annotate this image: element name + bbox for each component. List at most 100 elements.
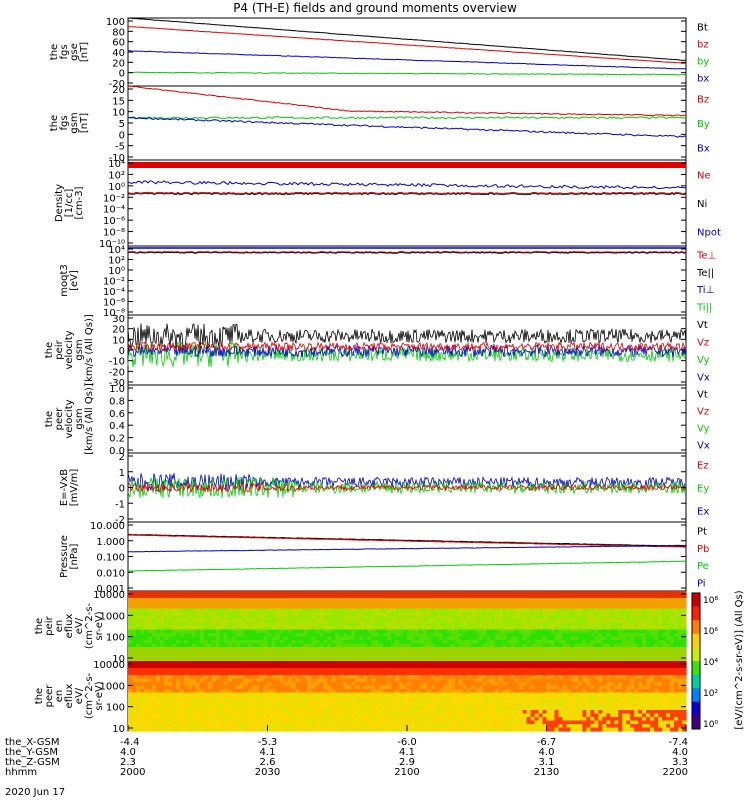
spectrogram-cell bbox=[335, 594, 340, 599]
spectrogram-cell bbox=[159, 643, 165, 648]
spectrogram-cell bbox=[391, 633, 396, 638]
spectrogram-cell bbox=[490, 685, 496, 690]
spectrogram-cell bbox=[219, 668, 225, 673]
spectrogram-cell bbox=[223, 657, 229, 662]
spectrogram-cell bbox=[151, 717, 157, 722]
spectrogram-cell bbox=[395, 636, 400, 641]
spectrogram-cell bbox=[678, 622, 683, 627]
spectrogram-cell bbox=[418, 608, 424, 613]
spectrogram-cell bbox=[211, 598, 217, 603]
spectrogram-cell bbox=[215, 727, 221, 732]
spectrogram-cell bbox=[187, 710, 193, 715]
spectrogram-cell bbox=[510, 717, 516, 722]
spectrogram-cell bbox=[450, 647, 456, 652]
spectrogram-cell bbox=[490, 640, 496, 645]
spectrogram-cell bbox=[207, 643, 213, 648]
spectrogram-cell bbox=[470, 682, 476, 687]
spectrogram-cell bbox=[638, 647, 643, 652]
spectrogram-cell bbox=[482, 594, 488, 599]
spectrogram-cell bbox=[203, 657, 209, 662]
spectrogram-cell bbox=[578, 591, 583, 596]
spectrogram-cell bbox=[175, 636, 181, 641]
spectrogram-cell bbox=[215, 601, 221, 606]
spectrogram-cell bbox=[255, 605, 261, 610]
spectrogram-cell bbox=[446, 703, 452, 708]
spectrogram-cell bbox=[128, 661, 133, 666]
spectrogram-cell bbox=[454, 612, 460, 617]
spectrogram-cell bbox=[550, 678, 556, 683]
spectrogram-cell bbox=[454, 706, 460, 711]
spectrogram-cell bbox=[335, 601, 340, 606]
spectrogram-cell bbox=[638, 598, 643, 603]
spectrogram-cell bbox=[175, 671, 181, 676]
spectrogram-cell bbox=[602, 626, 607, 631]
spectrogram-cell bbox=[175, 612, 181, 617]
spectrogram-cell bbox=[498, 654, 504, 659]
spectrogram-cell bbox=[247, 598, 253, 603]
spectrogram-cell bbox=[327, 678, 332, 683]
spectrogram-cell bbox=[191, 703, 197, 708]
spectrogram-cell bbox=[534, 615, 540, 620]
spectrogram-cell bbox=[351, 664, 356, 669]
spectrogram-cell bbox=[554, 727, 560, 732]
spectrogram-cell bbox=[231, 664, 237, 669]
spectrogram-cell bbox=[470, 661, 476, 666]
spectrogram-cell bbox=[279, 685, 285, 690]
spectrogram-cell bbox=[546, 612, 552, 617]
spectrogram-cell bbox=[554, 720, 560, 725]
spectrogram-cell bbox=[526, 654, 532, 659]
spectrogram-cell bbox=[387, 636, 392, 641]
spectrogram-cell bbox=[638, 654, 643, 659]
spectrogram-cell bbox=[367, 689, 372, 694]
spectrogram-cell bbox=[227, 661, 233, 666]
spectrogram-cell bbox=[175, 647, 181, 652]
spectrogram-cell bbox=[498, 661, 504, 666]
spectrogram-cell bbox=[514, 591, 520, 596]
spectrogram-cell bbox=[586, 622, 591, 627]
spectrogram-cell bbox=[243, 640, 249, 645]
spectrogram-cell bbox=[387, 727, 392, 732]
spectrogram-cell bbox=[207, 608, 213, 613]
spectrogram-cell bbox=[143, 640, 149, 645]
spectrogram-cell bbox=[626, 629, 631, 634]
spectrogram-cell bbox=[311, 657, 316, 662]
spectrogram-cell bbox=[598, 622, 603, 627]
spectrogram-cell bbox=[422, 633, 428, 638]
spectrogram-cell bbox=[638, 615, 643, 620]
spectrogram-cell bbox=[598, 629, 603, 634]
spectrogram-cell bbox=[275, 598, 281, 603]
spectrogram-cell bbox=[287, 682, 293, 687]
spectrogram-cell bbox=[271, 612, 277, 617]
spectrogram-cell bbox=[383, 727, 388, 732]
spectrogram-cell bbox=[602, 640, 607, 645]
spectrogram-cell bbox=[442, 612, 448, 617]
spectrogram-cell bbox=[630, 622, 635, 627]
spectrogram-cell bbox=[319, 685, 324, 690]
spectrogram-cell bbox=[490, 720, 496, 725]
spectrogram-cell bbox=[399, 626, 404, 631]
spectrogram-cell bbox=[191, 598, 197, 603]
spectrogram-cell bbox=[518, 629, 524, 634]
spectrogram-cell bbox=[327, 612, 332, 617]
spectrogram-cell bbox=[650, 654, 655, 659]
spectrogram-cell bbox=[183, 591, 189, 596]
spectrogram-cell bbox=[179, 605, 185, 610]
spectrogram-cell bbox=[482, 668, 488, 673]
spectrogram-cell bbox=[502, 619, 508, 624]
spectrogram-cell bbox=[486, 647, 492, 652]
spectrogram-cell bbox=[546, 713, 552, 718]
spectrogram-cell bbox=[303, 689, 308, 694]
spectrogram-cell bbox=[426, 706, 432, 711]
spectrogram-cell bbox=[554, 643, 560, 648]
spectrogram-cell bbox=[351, 612, 356, 617]
series-Vy bbox=[127, 340, 687, 368]
spectrogram-cell bbox=[646, 643, 651, 648]
spectrogram-cell bbox=[418, 629, 424, 634]
spectrogram-cell bbox=[470, 675, 476, 680]
spectrogram-cell bbox=[534, 650, 540, 655]
spectrogram-cell bbox=[522, 608, 528, 613]
spectrogram-cell bbox=[514, 657, 520, 662]
spectrogram-cell bbox=[167, 633, 173, 638]
spectrogram-cell bbox=[359, 643, 364, 648]
spectrogram-cell bbox=[283, 650, 289, 655]
